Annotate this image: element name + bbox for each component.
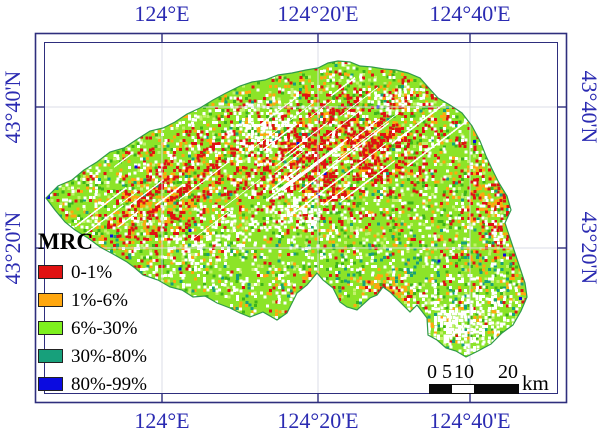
- legend-swatch: [38, 293, 63, 308]
- axis-label-right: 43°20'N: [577, 211, 602, 285]
- legend-item: 30%-80%: [38, 346, 147, 366]
- axis-label-left: 43°20'N: [0, 211, 25, 285]
- county-region-raster: [46, 61, 527, 357]
- legend-title: MRC: [38, 229, 93, 254]
- legend-item-label: 30%-80%: [71, 345, 147, 367]
- graticule-lines: [45, 43, 557, 394]
- legend-swatch: [38, 349, 63, 364]
- axis-label-bottom: 124°E: [134, 408, 190, 433]
- legend-swatch: [38, 321, 63, 336]
- axis-label-bottom: 124°40'E: [429, 408, 511, 433]
- legend-item-label: 1%-6%: [71, 289, 128, 311]
- scale-number: 20: [498, 361, 518, 383]
- legend-swatch: [38, 265, 63, 280]
- legend-swatch: [38, 377, 63, 392]
- scale-number: 10: [454, 361, 474, 383]
- scale-segment-black: [474, 385, 518, 393]
- legend: MRC 0-1% 1%-6% 6%-30% 30%-80% 80%-99%: [38, 229, 147, 394]
- axis-label-top: 124°20'E: [277, 1, 359, 26]
- scale-bar-track: [429, 384, 519, 394]
- legend-item: 6%-30%: [38, 318, 147, 338]
- axis-label-bottom: 124°20'E: [277, 408, 359, 433]
- scale-number: 5: [442, 361, 452, 383]
- axis-label-left: 43°40'N: [0, 70, 25, 144]
- scale-segment-white: [452, 385, 474, 393]
- axis-label-top: 124°E: [134, 1, 190, 26]
- axis-label-right: 43°40'N: [577, 70, 602, 144]
- scale-bar: 0 5 10 20 km: [420, 362, 590, 398]
- legend-item: 1%-6%: [38, 290, 147, 310]
- scale-number: 0: [427, 361, 437, 383]
- legend-rows: 0-1% 1%-6% 6%-30% 30%-80% 80%-99%: [38, 262, 147, 394]
- legend-item: 0-1%: [38, 262, 147, 282]
- legend-item: 80%-99%: [38, 374, 147, 394]
- scale-segment-black: [430, 385, 452, 393]
- map-frame: [34, 32, 568, 404]
- county-boundary: [45, 60, 528, 358]
- legend-item-label: 0-1%: [71, 261, 113, 283]
- scale-unit-label: km: [522, 371, 549, 395]
- legend-item-label: 80%-99%: [71, 373, 147, 395]
- legend-item-label: 6%-30%: [71, 317, 138, 339]
- axis-label-top: 124°40'E: [429, 1, 511, 26]
